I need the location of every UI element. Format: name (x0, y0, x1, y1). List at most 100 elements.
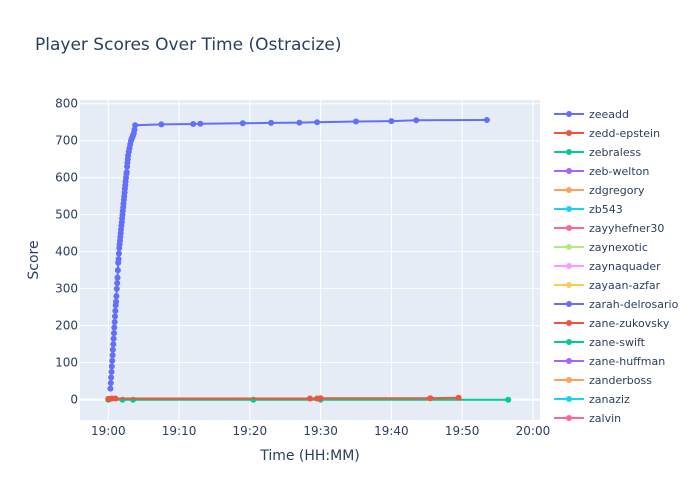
legend-label: zaynexotic (589, 241, 648, 254)
data-point (112, 313, 118, 320)
legend-item-zarah-delrosario[interactable]: zarah-delrosario (554, 298, 679, 311)
y-tick-label: 800 (55, 97, 78, 111)
legend-label: zb543 (589, 203, 623, 216)
data-point (107, 385, 114, 392)
legend-label: zayaan-azfar (589, 279, 661, 292)
data-point (296, 119, 303, 126)
legend-label: zane-zukovsky (589, 317, 670, 330)
data-point (317, 395, 324, 402)
legend-item-zb543[interactable]: zb543 (554, 203, 623, 216)
data-point (113, 293, 120, 300)
series-layer (105, 117, 512, 403)
legend-item-zayaan-azfar[interactable]: zayaan-azfar (554, 279, 661, 292)
y-tick-label: 0 (70, 393, 78, 407)
legend-swatch-marker (566, 149, 572, 155)
legend-swatch-marker (566, 358, 572, 364)
y-tick-label: 700 (55, 134, 78, 148)
series-zedd-epstein (105, 394, 462, 402)
legend-item-zanaziz[interactable]: zanaziz (554, 393, 630, 406)
legend[interactable]: zeeadd zedd-epstein zebraless zeb-welton zdg… (554, 108, 679, 425)
legend-label: zarah-delrosario (589, 298, 679, 311)
legend-item-zdgregory[interactable]: zdgregory (554, 184, 645, 197)
legend-item-zedd-epstein[interactable]: zedd-epstein (554, 127, 660, 140)
data-point (132, 122, 139, 129)
y-tick-label: 100 (55, 356, 78, 370)
data-point (111, 319, 118, 325)
y-tick-label: 300 (55, 282, 78, 296)
legend-swatch-marker (566, 111, 572, 117)
data-point (114, 267, 121, 274)
legend-label: zeb-welton (589, 165, 649, 178)
data-point (483, 117, 490, 123)
x-axis: 19:00 19:10 19:20 19:30 19:40 19:50 20:00 (91, 424, 550, 438)
legend-swatch-marker (566, 263, 572, 269)
data-point (115, 250, 122, 257)
legend-label: zeeadd (589, 108, 629, 121)
data-point (455, 394, 462, 401)
legend-label: zane-huffman (589, 355, 665, 368)
legend-label: zane-swift (589, 336, 646, 349)
y-tick-label: 500 (55, 208, 78, 222)
data-point (114, 274, 121, 281)
data-point (123, 169, 130, 176)
plot-area (80, 100, 540, 420)
legend-swatch-marker (566, 187, 572, 193)
x-tick-label: 19:20 (233, 424, 268, 438)
data-point (109, 352, 116, 359)
data-point (190, 121, 197, 127)
series-zeeadd (107, 117, 490, 392)
legend-swatch-marker (566, 415, 572, 421)
data-point (108, 374, 115, 381)
x-tick-label: 19:50 (445, 424, 480, 438)
legend-item-zane-zukovsky[interactable]: zane-zukovsky (554, 317, 670, 330)
legend-item-zane-huffman[interactable]: zane-huffman (554, 355, 665, 368)
legend-label: zanderboss (589, 374, 652, 387)
legend-label: zdgregory (589, 184, 645, 197)
legend-label: zanaziz (589, 393, 630, 406)
data-point (427, 395, 434, 402)
data-point (239, 120, 246, 127)
data-point (110, 335, 117, 342)
legend-swatch-marker (566, 339, 572, 345)
data-point (111, 324, 118, 331)
legend-item-zane-swift[interactable]: zane-swift (554, 336, 646, 349)
y-tick-label: 400 (55, 245, 78, 259)
data-point (110, 341, 117, 348)
legend-label: zaynaquader (589, 260, 661, 273)
x-tick-label: 19:00 (91, 424, 126, 438)
legend-item-zeb-welton[interactable]: zeb-welton (554, 165, 649, 178)
legend-item-zaynaquader[interactable]: zaynaquader (554, 260, 661, 273)
data-point (109, 346, 116, 353)
x-tick-label: 19:10 (162, 424, 197, 438)
data-point (307, 395, 313, 402)
y-axis: 0 100 200 300 400 500 600 700 800 (55, 97, 78, 407)
data-point (505, 396, 512, 403)
data-point (413, 117, 420, 124)
legend-swatch-marker (566, 225, 572, 231)
legend-item-zalvin[interactable]: zalvin (554, 412, 621, 425)
x-tick-label: 19:40 (374, 424, 409, 438)
data-point (108, 363, 115, 370)
x-tick-label: 19:30 (303, 424, 338, 438)
data-point (353, 118, 359, 125)
y-tick-label: 200 (55, 319, 78, 333)
legend-swatch-marker (566, 301, 572, 307)
legend-swatch-marker (566, 320, 572, 326)
data-point (111, 330, 117, 337)
legend-swatch-marker (566, 168, 572, 174)
legend-swatch-marker (566, 206, 572, 212)
legend-item-zeeadd[interactable]: zeeadd (554, 108, 629, 121)
data-point (109, 357, 116, 364)
legend-swatch-marker (566, 377, 572, 383)
data-point (112, 307, 119, 314)
y-axis-title: Score (26, 240, 42, 279)
data-point (314, 119, 321, 126)
legend-item-zayyhefner30[interactable]: zayyhefner30 (554, 222, 664, 235)
data-point (158, 121, 165, 128)
legend-item-zaynexotic[interactable]: zaynexotic (554, 241, 648, 254)
x-tick-label: 20:00 (516, 424, 551, 438)
legend-item-zebraless[interactable]: zebraless (554, 146, 641, 159)
y-tick-label: 600 (55, 171, 78, 185)
legend-item-zanderboss[interactable]: zanderboss (554, 374, 652, 387)
legend-label: zedd-epstein (589, 127, 660, 140)
